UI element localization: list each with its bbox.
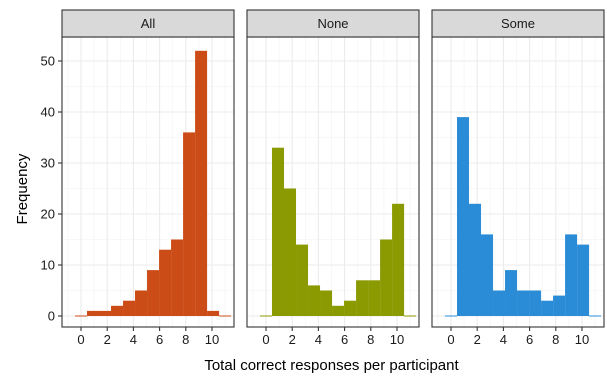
x-tick-label: 6 bbox=[341, 332, 348, 347]
facet-strip bbox=[431, 9, 605, 38]
histogram-bar bbox=[111, 305, 124, 316]
histogram-bar bbox=[135, 290, 148, 316]
histogram-bar bbox=[195, 50, 208, 317]
histogram-bar bbox=[320, 290, 333, 316]
histogram-bar bbox=[404, 315, 417, 317]
histogram-bar bbox=[171, 239, 184, 316]
histogram-bar bbox=[368, 280, 381, 316]
facet-strip-label: None bbox=[317, 16, 348, 31]
histogram-bar bbox=[481, 234, 494, 316]
histogram-bar bbox=[147, 270, 160, 316]
x-tick-label: 10 bbox=[390, 332, 404, 347]
x-axis-title: Total correct responses per participant bbox=[204, 357, 459, 374]
histogram-bar bbox=[159, 249, 172, 316]
histogram-bar bbox=[99, 310, 112, 316]
histogram-bar bbox=[493, 290, 506, 316]
x-tick-label: 10 bbox=[575, 332, 589, 347]
histogram-bar bbox=[344, 300, 357, 316]
histogram-bar bbox=[380, 239, 393, 316]
y-tick-label: 30 bbox=[41, 156, 55, 171]
y-tick-label: 10 bbox=[41, 258, 55, 273]
histogram-bar bbox=[517, 290, 530, 316]
histogram-bar bbox=[457, 117, 470, 316]
facet-strip bbox=[246, 9, 420, 38]
histogram-bar bbox=[577, 244, 590, 316]
facet-strip bbox=[61, 9, 235, 38]
histogram-bar bbox=[207, 310, 220, 316]
x-tick-label: 6 bbox=[156, 332, 163, 347]
histogram-bar bbox=[505, 270, 518, 316]
histogram-bar bbox=[529, 290, 542, 316]
histogram-bar bbox=[183, 132, 196, 316]
y-tick-label: 50 bbox=[41, 54, 55, 69]
x-tick-label: 2 bbox=[474, 332, 481, 347]
histogram-bar bbox=[392, 203, 405, 316]
y-axis-title: Frequency bbox=[14, 153, 31, 224]
histogram-bar bbox=[272, 147, 285, 316]
histogram-bar bbox=[332, 305, 345, 316]
histogram-bar bbox=[541, 300, 554, 316]
histogram-bar bbox=[284, 188, 297, 316]
histogram-bar bbox=[565, 234, 578, 316]
x-tick-label: 10 bbox=[205, 332, 219, 347]
x-tick-label: 0 bbox=[77, 332, 84, 347]
histogram-bar bbox=[553, 295, 566, 316]
y-tick-label: 0 bbox=[48, 309, 55, 324]
x-tick-label: 6 bbox=[526, 332, 533, 347]
histogram-bar bbox=[589, 315, 602, 317]
x-tick-label: 4 bbox=[315, 332, 322, 347]
facet-strip-label: Some bbox=[501, 16, 535, 31]
histogram-bar bbox=[356, 280, 369, 316]
histogram-bar bbox=[296, 244, 309, 316]
x-tick-label: 0 bbox=[262, 332, 269, 347]
histogram-bar bbox=[74, 315, 87, 317]
facet-panel-all: All 0 2 4 6 8 10 0 10 20 30 40 50 bbox=[41, 9, 235, 347]
facet-panel-none: None 0 2 4 6 8 10 bbox=[246, 9, 420, 347]
facet-strip-label: All bbox=[141, 16, 156, 31]
x-tick-label: 2 bbox=[104, 332, 111, 347]
facet-panels: All 0 2 4 6 8 10 0 10 20 30 40 50 None 0 2 4 6 8 10 Some 0 2 4 6… bbox=[41, 9, 605, 347]
y-tick-label: 40 bbox=[41, 105, 55, 120]
x-tick-label: 4 bbox=[500, 332, 507, 347]
x-tick-label: 8 bbox=[552, 332, 559, 347]
histogram-bar bbox=[123, 300, 136, 316]
histogram-bar bbox=[87, 310, 100, 316]
histogram-bar bbox=[308, 285, 321, 316]
y-tick-label: 20 bbox=[41, 207, 55, 222]
x-tick-label: 8 bbox=[367, 332, 374, 347]
x-tick-label: 0 bbox=[447, 332, 454, 347]
histogram-bar bbox=[469, 203, 482, 316]
histogram-bar bbox=[219, 315, 232, 317]
histogram-bar bbox=[259, 315, 272, 317]
histogram-bar bbox=[444, 315, 457, 317]
x-tick-label: 2 bbox=[289, 332, 296, 347]
facet-panel-some: Some 0 2 4 6 8 10 bbox=[431, 9, 605, 347]
x-tick-label: 4 bbox=[130, 332, 137, 347]
x-tick-label: 8 bbox=[182, 332, 189, 347]
